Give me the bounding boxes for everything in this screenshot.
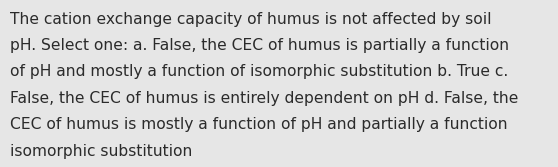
- Text: isomorphic substitution: isomorphic substitution: [10, 144, 193, 159]
- Text: pH. Select one: a. False, the CEC of humus is partially a function: pH. Select one: a. False, the CEC of hum…: [10, 38, 509, 53]
- Text: False, the CEC of humus is entirely dependent on pH d. False, the: False, the CEC of humus is entirely depe…: [10, 91, 518, 106]
- Text: The cation exchange capacity of humus is not affected by soil: The cation exchange capacity of humus is…: [10, 12, 492, 27]
- Text: of pH and mostly a function of isomorphic substitution b. True c.: of pH and mostly a function of isomorphi…: [10, 64, 508, 79]
- Text: CEC of humus is mostly a function of pH and partially a function: CEC of humus is mostly a function of pH …: [10, 117, 508, 132]
